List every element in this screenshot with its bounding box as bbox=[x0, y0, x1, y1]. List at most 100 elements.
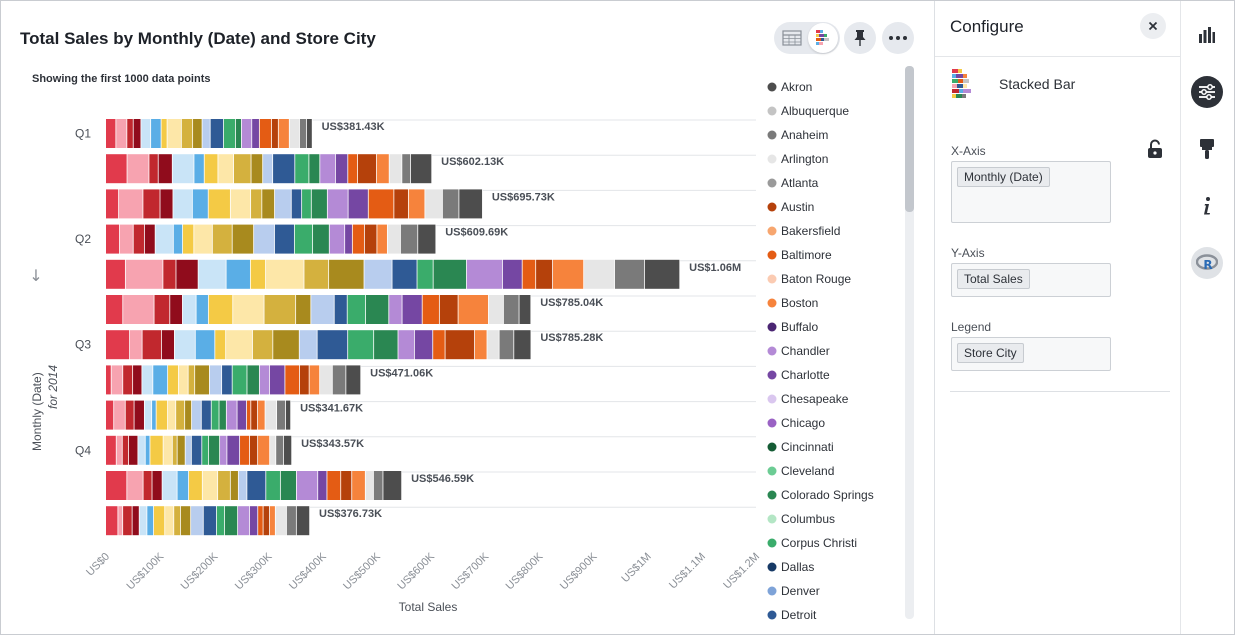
bar-segment[interactable] bbox=[232, 365, 247, 395]
bar-segment[interactable] bbox=[311, 295, 334, 324]
bar-segment[interactable] bbox=[410, 154, 432, 184]
bar-segment[interactable] bbox=[208, 435, 220, 465]
bar-segment[interactable] bbox=[502, 259, 522, 289]
bar-segment[interactable] bbox=[252, 330, 273, 360]
bar-segment[interactable] bbox=[154, 295, 170, 324]
legend-item[interactable]: Dallas bbox=[767, 560, 815, 574]
bar-segment[interactable] bbox=[389, 295, 402, 324]
bar-segment[interactable] bbox=[291, 189, 302, 219]
bar-segment[interactable] bbox=[162, 471, 177, 500]
bar-segment[interactable] bbox=[150, 435, 163, 465]
legend-item[interactable]: Atlanta bbox=[767, 176, 819, 190]
legend-item[interactable]: Colorado Springs bbox=[767, 488, 874, 502]
bar-segment[interactable] bbox=[387, 224, 401, 254]
bar-segment[interactable] bbox=[134, 400, 144, 430]
bar-segment[interactable] bbox=[106, 471, 127, 500]
bar-segment[interactable] bbox=[220, 435, 227, 465]
legend-item[interactable]: Chicago bbox=[767, 416, 826, 430]
bar-segment[interactable] bbox=[519, 295, 531, 324]
bar-segment[interactable] bbox=[145, 435, 150, 465]
bar-segment[interactable] bbox=[392, 259, 417, 289]
bar-segment[interactable] bbox=[106, 189, 119, 219]
bar-segment[interactable] bbox=[327, 471, 341, 500]
bar-segment[interactable] bbox=[269, 506, 275, 536]
bar-segment[interactable] bbox=[194, 224, 212, 254]
bar-segment[interactable] bbox=[123, 295, 154, 324]
bar-segment[interactable] bbox=[266, 471, 280, 500]
bar-segment[interactable] bbox=[144, 400, 152, 430]
bar-segment[interactable] bbox=[433, 259, 467, 289]
bar-segment[interactable] bbox=[173, 189, 192, 219]
bar-segment[interactable] bbox=[408, 189, 425, 219]
bar-segment[interactable] bbox=[259, 119, 272, 148]
bar-segment[interactable] bbox=[422, 295, 439, 324]
bar-segment[interactable] bbox=[161, 330, 175, 360]
bar-segment[interactable] bbox=[165, 506, 174, 536]
bar-segment[interactable] bbox=[306, 119, 312, 148]
bar-segment[interactable] bbox=[348, 154, 358, 184]
bar-segment[interactable] bbox=[377, 224, 387, 254]
bar-segment[interactable] bbox=[168, 365, 179, 395]
bar-segment[interactable] bbox=[185, 400, 192, 430]
legend-item[interactable]: Charlotte bbox=[767, 368, 831, 382]
bar-segment[interactable] bbox=[246, 400, 251, 430]
bar-segment[interactable] bbox=[352, 224, 364, 254]
bar-segment[interactable] bbox=[262, 189, 275, 219]
bar-segment[interactable] bbox=[106, 400, 114, 430]
bar-segment[interactable] bbox=[127, 471, 143, 500]
bar-segment[interactable] bbox=[285, 400, 291, 430]
legend-item[interactable]: Akron bbox=[767, 80, 813, 94]
x-axis-chip[interactable]: Monthly (Date) bbox=[957, 167, 1050, 187]
bar-segment[interactable] bbox=[368, 189, 394, 219]
y-axis-title[interactable]: Monthly (Date) bbox=[30, 372, 44, 451]
legend-item[interactable]: Buffalo bbox=[767, 320, 819, 334]
bar-segment[interactable] bbox=[123, 506, 132, 536]
bar-segment[interactable] bbox=[224, 506, 238, 536]
bar-segment[interactable] bbox=[514, 330, 531, 360]
bar-segment[interactable] bbox=[132, 506, 139, 536]
legend-chip[interactable]: Store City bbox=[957, 343, 1024, 363]
bar-segment[interactable] bbox=[332, 365, 346, 395]
bar-segment[interactable] bbox=[227, 435, 240, 465]
stacked-bar[interactable] bbox=[106, 224, 436, 254]
bar-segment[interactable] bbox=[158, 154, 172, 184]
bar-segment[interactable] bbox=[144, 224, 155, 254]
legend-item[interactable]: Baltimore bbox=[767, 248, 833, 262]
bar-segment[interactable] bbox=[257, 400, 265, 430]
sort-arrow-icon[interactable]: ↓ bbox=[29, 266, 42, 285]
bar-segment[interactable] bbox=[209, 365, 222, 395]
bar-segment[interactable] bbox=[218, 471, 230, 500]
bar-segment[interactable] bbox=[173, 224, 183, 254]
legend-dropzone[interactable]: Store City bbox=[951, 337, 1111, 371]
bar-segment[interactable] bbox=[269, 365, 285, 395]
bar-segment[interactable] bbox=[247, 365, 259, 395]
bar-segment[interactable] bbox=[202, 119, 210, 148]
bar-segment[interactable] bbox=[182, 224, 194, 254]
bar-segment[interactable] bbox=[188, 365, 195, 395]
bar-segment[interactable] bbox=[341, 471, 352, 500]
bar-segment[interactable] bbox=[402, 154, 411, 184]
bar-segment[interactable] bbox=[118, 189, 143, 219]
bar-segment[interactable] bbox=[151, 119, 161, 148]
bar-segment[interactable] bbox=[128, 435, 138, 465]
bar-segment[interactable] bbox=[295, 154, 309, 184]
bar-segment[interactable] bbox=[193, 119, 202, 148]
bar-segment[interactable] bbox=[289, 119, 300, 148]
bar-segment[interactable] bbox=[177, 435, 185, 465]
bar-segment[interactable] bbox=[176, 400, 185, 430]
y-axis-dropzone[interactable]: Total Sales bbox=[951, 263, 1111, 297]
bar-segment[interactable] bbox=[238, 506, 250, 536]
bar-segment[interactable] bbox=[487, 330, 499, 360]
bar-segment[interactable] bbox=[174, 506, 181, 536]
bar-segment[interactable] bbox=[106, 119, 116, 148]
bar-segment[interactable] bbox=[418, 224, 436, 254]
bar-segment[interactable] bbox=[106, 365, 111, 395]
bar-segment[interactable] bbox=[161, 119, 167, 148]
bar-segment[interactable] bbox=[191, 506, 203, 536]
bar-segment[interactable] bbox=[348, 330, 374, 360]
bar-segment[interactable] bbox=[294, 224, 313, 254]
bar-segment[interactable] bbox=[211, 400, 219, 430]
bar-segment[interactable] bbox=[320, 365, 332, 395]
bar-segment[interactable] bbox=[167, 119, 181, 148]
bar-segment[interactable] bbox=[414, 330, 433, 360]
